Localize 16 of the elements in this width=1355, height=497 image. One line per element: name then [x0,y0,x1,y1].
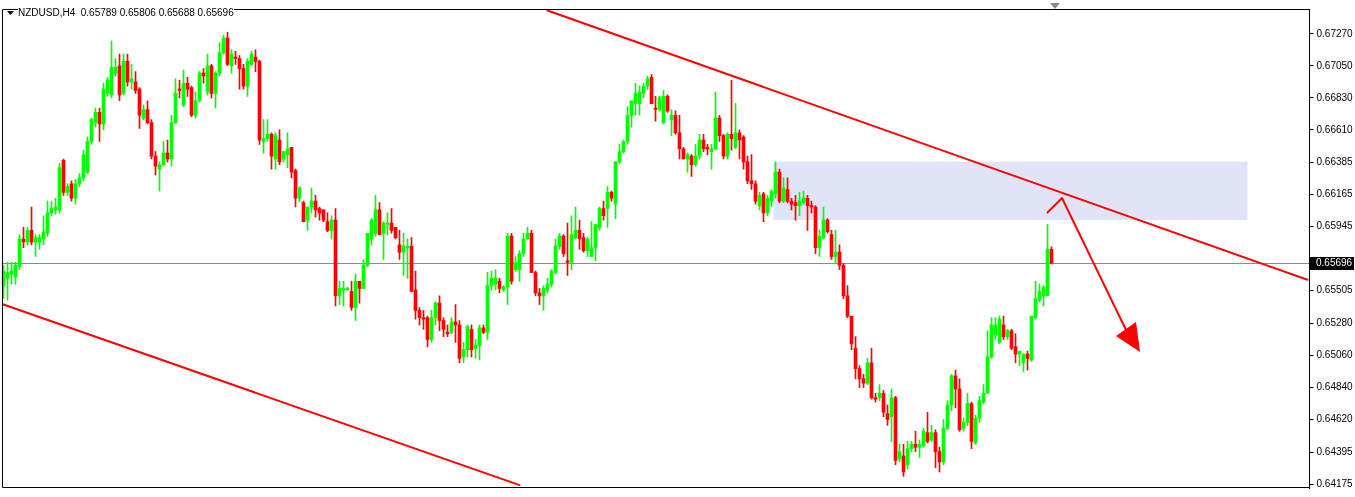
y-tick-label: 0.65060 [1316,349,1354,361]
y-tick-label: 0.67050 [1316,59,1354,71]
y-tick-label: 0.66165 [1316,188,1354,200]
y-tick-label: 0.66610 [1316,123,1354,135]
y-tick-label: 0.64840 [1316,381,1354,393]
y-tick-label: 0.66830 [1316,91,1354,103]
y-tick-label: 0.64620 [1316,413,1354,425]
y-tick-label: 0.65505 [1316,284,1354,296]
y-tick-label: 0.64395 [1316,446,1354,458]
y-tick-label: 0.64175 [1316,478,1354,490]
chart-title: NZDUSD,H4 0.65789 0.65806 0.65688 0.65696 [18,7,234,19]
y-tick-label: 0.67270 [1316,27,1354,39]
y-tick-label: 0.66385 [1316,156,1354,168]
ref-line-label: 0.65696 [1316,257,1353,269]
y-tick-label: 0.65945 [1316,220,1354,232]
y-tick-label: 0.65280 [1316,317,1354,329]
